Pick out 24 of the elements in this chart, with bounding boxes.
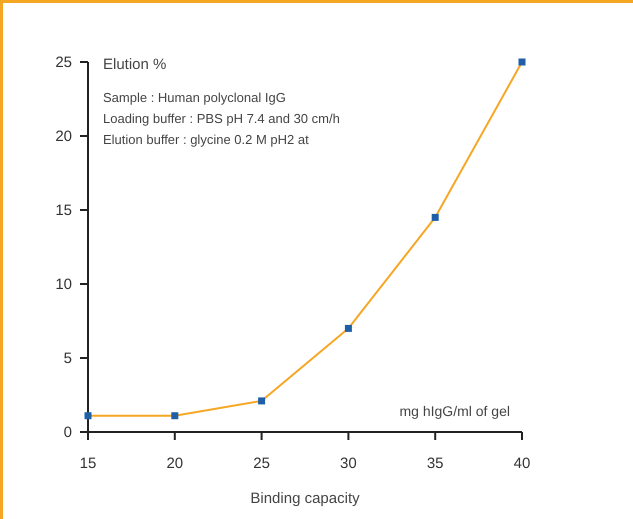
y-tick-label: 0	[64, 424, 72, 441]
x-tick-label: 25	[253, 455, 270, 472]
annotation: Elution buffer : glycine 0.2 M pH2 at	[103, 132, 310, 147]
y-tick-label: 5	[64, 350, 72, 367]
y-tick-label: 25	[55, 54, 72, 71]
x-axis-title: Binding capacity	[250, 490, 360, 507]
x-tick-label: 20	[166, 455, 184, 472]
x-tick-label: 40	[514, 455, 530, 472]
point	[258, 397, 266, 404]
point	[518, 58, 526, 66]
annotation: Loading buffer : PBS pH 7.4 and 30 cm/h	[103, 111, 340, 126]
y-tick-label: 10	[55, 276, 72, 293]
y-tick-label: 15	[55, 202, 72, 219]
annotation: Sample : Human polyclonal IgG	[103, 90, 286, 105]
y-tick-label: 20	[55, 128, 72, 145]
x-tick-label: 30	[340, 455, 357, 472]
x-tick-label: 35	[426, 455, 444, 472]
point	[432, 214, 439, 221]
point	[84, 412, 92, 420]
x-tick-label: 15	[80, 455, 96, 472]
point	[344, 324, 352, 332]
y-axis-title: Elution %	[103, 56, 166, 73]
point	[171, 412, 178, 420]
annotation: mg hIgG/ml of gel	[400, 403, 510, 419]
